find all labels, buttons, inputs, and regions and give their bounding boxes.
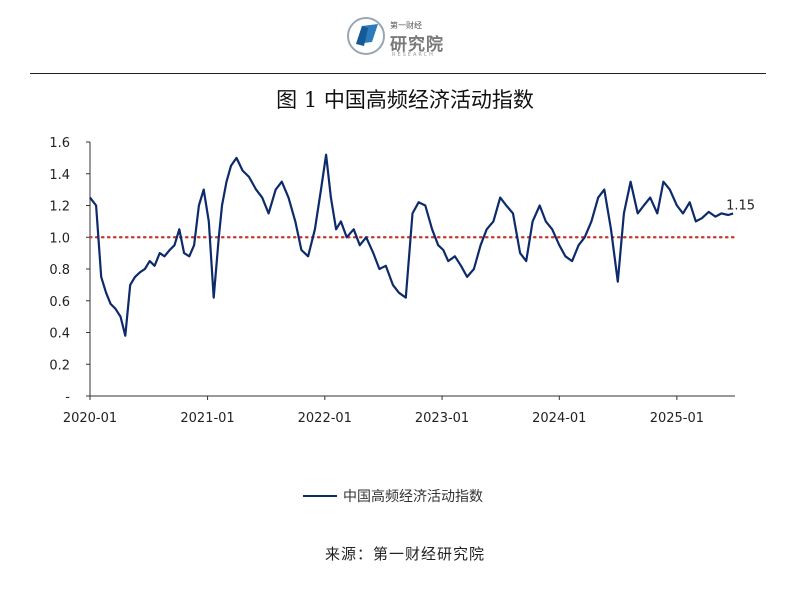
logo-mark-icon: [347, 17, 385, 55]
x-tick-label: 2024-01: [532, 411, 586, 426]
y-tick-label: 0.8: [49, 263, 70, 278]
legend-label: 中国高频经济活动指数: [343, 489, 483, 505]
y-tick-label: 1.2: [49, 200, 70, 215]
y-tick-label: 1.0: [49, 231, 70, 246]
end-value-label: 1.15: [726, 198, 755, 213]
logo-name: 研究院: [390, 35, 444, 55]
legend-swatch: [303, 495, 337, 497]
x-tick-label: 2023-01: [415, 411, 469, 426]
series-line: [89, 153, 734, 337]
y-tick-label: -: [65, 390, 70, 405]
y-tick-label: 0.4: [49, 327, 70, 342]
y-tick-label: 0.2: [49, 358, 70, 373]
x-tick-label: 2022-01: [298, 411, 352, 426]
logo-name-en: RESEARCH: [392, 52, 435, 58]
x-tick-label: 2020-01: [63, 411, 117, 426]
logo-name-small: 第一财经: [390, 21, 422, 30]
x-tick-label: 2021-01: [180, 411, 234, 426]
source-note: 来源：第一财经研究院: [324, 545, 485, 563]
y-tick-label: 1.4: [49, 168, 70, 183]
line-chart: - 0.2 0.4 0.6 0.8 1.0 1.2 1.4 1.6 2020-01 2021-01…: [49, 136, 755, 426]
header-divider: [30, 73, 766, 74]
legend: 中国高频经济活动指数: [303, 486, 483, 506]
figure-title: 图 1 中国高频经济活动指数: [276, 88, 534, 112]
research-logo: 第一财经 研究院 RESEARCH: [346, 14, 466, 60]
y-tick-label: 1.6: [49, 136, 70, 151]
x-tick-label: 2025-01: [650, 411, 704, 426]
y-tick-label: 0.6: [49, 295, 70, 310]
